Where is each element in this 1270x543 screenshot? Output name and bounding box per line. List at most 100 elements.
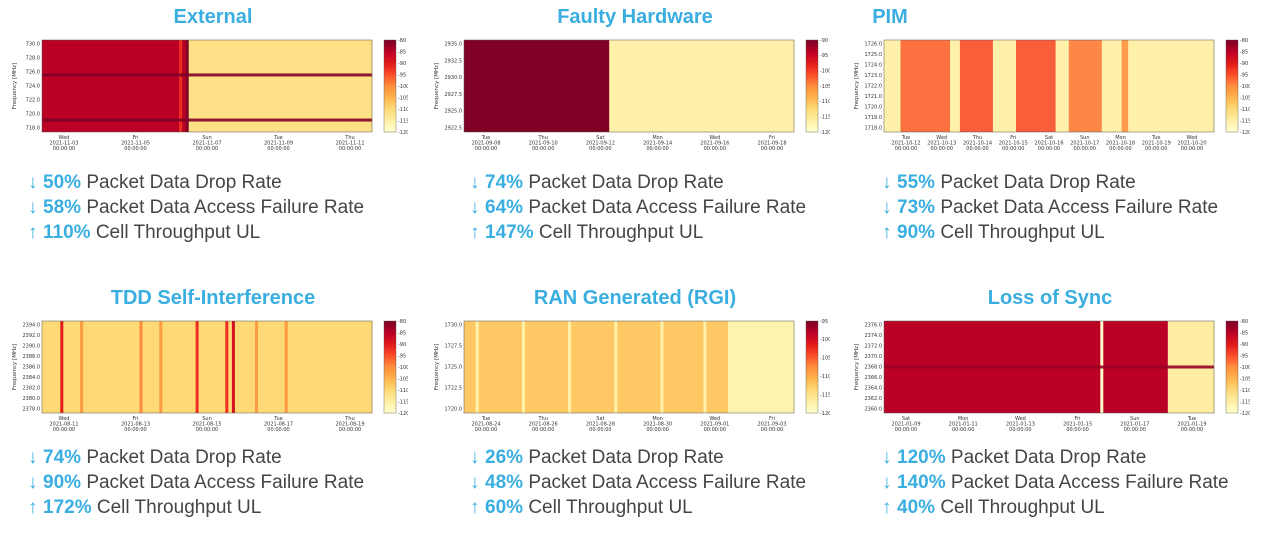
y-tick-label: 2925.0 — [445, 109, 463, 115]
colorbar-cell — [384, 95, 396, 98]
panel-title: PIM — [872, 6, 908, 28]
colorbar-tick-label: -85 — [398, 330, 406, 336]
x-tick-label: 00:00:00 — [124, 427, 146, 433]
colorbar-cell — [1226, 88, 1238, 91]
heatmap-vband — [80, 321, 84, 413]
colorbar-cell — [806, 332, 818, 336]
colorbar-cell — [806, 355, 818, 359]
colorbar-frame — [805, 39, 819, 133]
colorbar-tick-label: -95 — [398, 353, 406, 359]
colorbar-cell — [806, 346, 818, 349]
y-tick-label: 2376.0 — [865, 323, 883, 329]
x-tick-label: 00:00:00 — [1038, 146, 1060, 152]
colorbar-cell — [806, 334, 818, 338]
x-tick-label: 00:00:00 — [339, 427, 361, 433]
colorbar-cell — [806, 95, 818, 98]
panel-title: External — [173, 6, 253, 28]
arrow-down-icon: ↓ — [28, 472, 38, 493]
colorbar-cell — [384, 323, 396, 326]
colorbar-cell — [384, 76, 396, 80]
x-tick-label: 2021-08-19 — [335, 422, 364, 428]
x-tick-label: 2021-08-24 — [471, 422, 500, 428]
colorbar-cell — [1226, 58, 1238, 62]
y-tick-label: 1726.0 — [865, 42, 883, 48]
y-tick-label: 1724.0 — [865, 63, 883, 69]
x-tick-label: 2021-10-17 — [1070, 141, 1099, 147]
colorbar-cell — [806, 81, 818, 85]
heatmap-vband — [568, 321, 572, 413]
colorbar-cell — [384, 106, 396, 110]
colorbar-cell — [1226, 367, 1238, 370]
colorbar-cell — [384, 63, 396, 66]
heatmap-vband — [225, 321, 229, 413]
colorbar-cell — [384, 373, 396, 377]
colorbar-cell — [806, 53, 818, 57]
y-tick-label: 1718.0 — [865, 126, 883, 132]
colorbar-tick-label: -100 — [398, 365, 408, 371]
colorbar-tick-label: -120 — [398, 411, 408, 417]
colorbar-cell — [806, 99, 818, 103]
colorbar-cell — [1226, 376, 1238, 379]
colorbar-cell — [384, 40, 396, 43]
colorbar-tick-label: -110 — [820, 99, 830, 105]
colorbar-cell — [384, 341, 396, 345]
colorbar-cell — [384, 65, 396, 68]
metric-percent: 40% — [897, 497, 936, 518]
metric-drop-rate: ↓ 26% Packet Data Drop Rate — [470, 445, 806, 470]
heatmap-frame — [883, 320, 1215, 414]
colorbar-cell — [806, 118, 818, 121]
colorbar-cell — [1226, 396, 1238, 400]
colorbar-cell — [384, 344, 396, 347]
colorbar-cell — [384, 90, 396, 94]
heatmap-vband — [195, 321, 199, 413]
colorbar-cell — [1226, 111, 1238, 114]
heatmap-frame — [41, 320, 373, 414]
x-tick-label: Tue — [481, 416, 491, 422]
colorbar-tick-label: -105 — [820, 84, 830, 90]
heatmap-vband — [900, 40, 950, 132]
colorbar-cell — [384, 86, 396, 89]
colorbar-cell — [384, 81, 396, 85]
colorbar-cell — [1226, 390, 1238, 393]
colorbar-cell — [384, 79, 396, 82]
x-tick-label: Tue — [1187, 416, 1197, 422]
metric-label: Packet Data Drop Rate — [86, 447, 282, 468]
colorbar-tick-label: -115 — [398, 118, 408, 124]
colorbar-tick-label: -90 — [398, 342, 406, 348]
y-tick-label: 2368.0 — [865, 365, 883, 371]
heatmap-region — [464, 321, 729, 413]
colorbar-cell — [806, 378, 818, 382]
x-tick-label: 2021-09-03 — [757, 422, 786, 428]
colorbar-cell — [1226, 56, 1238, 59]
colorbar-cell — [384, 348, 396, 352]
colorbar-tick-label: -110 — [398, 388, 408, 394]
x-tick-label: Wed — [709, 135, 720, 141]
colorbar-cell — [1226, 69, 1238, 73]
colorbar-cell — [384, 369, 396, 372]
colorbar-cell — [1226, 410, 1238, 414]
colorbar-tick-label: -95 — [1240, 353, 1248, 359]
metric-label: Packet Data Access Failure Rate — [950, 472, 1229, 493]
colorbar-cell — [384, 410, 396, 414]
colorbar-tick-label: -115 — [1240, 399, 1250, 405]
metric-label: Cell Throughput UL — [95, 222, 261, 243]
heatmap-vband — [159, 321, 163, 413]
colorbar-cell — [806, 396, 818, 400]
heatmap-region — [609, 40, 795, 132]
metric-label: Cell Throughput UL — [940, 222, 1105, 243]
x-tick-label: Fri — [769, 416, 775, 422]
heatmap-vband — [1016, 40, 1056, 132]
x-tick-label: 2021-08-28 — [586, 422, 615, 428]
metric-drop-rate: ↓ 50% Packet Data Drop Rate — [28, 170, 364, 195]
colorbar-cell — [384, 60, 396, 64]
colorbar-tick-label: -120 — [398, 130, 408, 136]
colorbar-cell — [806, 92, 818, 96]
colorbar-cell — [806, 42, 818, 45]
y-axis-label: Frequency [MHz] — [854, 344, 860, 390]
colorbar-cell — [1226, 408, 1238, 412]
metric-drop-rate: ↓ 120% Packet Data Drop Rate — [882, 445, 1229, 470]
colorbar-cell — [1226, 364, 1238, 368]
colorbar-cell — [1226, 74, 1238, 78]
colorbar-cell — [1226, 102, 1238, 105]
colorbar-cell — [384, 376, 396, 379]
